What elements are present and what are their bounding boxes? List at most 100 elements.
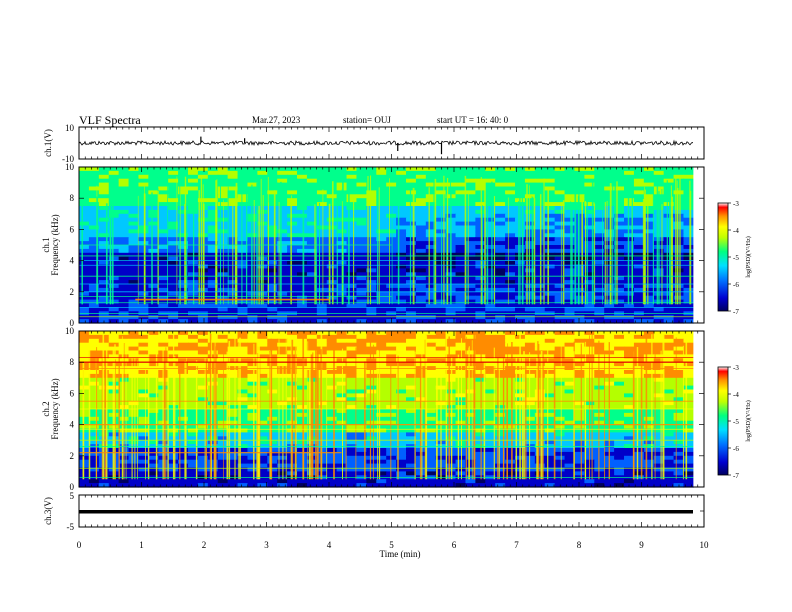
spectrogram-cell [88, 170, 100, 176]
spectrogram-cell [376, 409, 387, 414]
spectrogram-cell [79, 190, 90, 195]
spectrogram-cell [574, 221, 585, 227]
spectrogram-cell [88, 428, 100, 433]
spectrogram-cell [79, 182, 90, 188]
spectrogram-cell [356, 381, 367, 387]
spectrogram-cell [257, 280, 268, 285]
spectrogram-cell [386, 385, 397, 391]
spectrogram-cell [584, 198, 595, 203]
spectrogram-cell [128, 276, 140, 281]
spectrogram-cell [376, 264, 387, 269]
spectrogram-cell [148, 217, 159, 223]
spectrogram-cell [663, 436, 675, 441]
spectrogram-cell [287, 264, 298, 269]
spectrogram-cell [247, 167, 258, 172]
spectrogram-cell [138, 276, 149, 281]
spectrogram-cell [168, 206, 179, 211]
spectrogram-cell [326, 315, 338, 320]
spectrogram-cell [495, 440, 506, 445]
spectrogram-cell [584, 221, 595, 227]
spectrogram-cell [475, 331, 486, 336]
spectrogram-cell [505, 280, 516, 285]
spectrogram-cell [128, 346, 140, 352]
spectrogram-cell [316, 202, 328, 207]
spectrogram-cell [217, 225, 229, 230]
spectrogram-cell [683, 362, 694, 367]
spectrogram-cell [683, 428, 694, 433]
spectrogram-cell [435, 291, 447, 297]
spectrogram-cell [425, 248, 437, 254]
spectrogram-cell [505, 291, 516, 297]
spectrogram-cell [396, 202, 407, 207]
spectrogram-cell [594, 284, 605, 289]
spectrogram-cell [624, 373, 635, 379]
spectrogram-cell [207, 412, 219, 418]
spectrogram-cell [643, 350, 655, 355]
spectrogram-cell [465, 225, 476, 230]
spectrogram-cell [158, 342, 169, 348]
spectrogram-cell [435, 225, 447, 230]
spectrogram-cell [396, 237, 407, 242]
spectrogram-cell [544, 264, 556, 269]
spectrogram-cell [178, 424, 189, 430]
spectrogram-cell [326, 190, 338, 195]
spectrogram-cell [673, 307, 685, 312]
spectrogram-cell [554, 432, 566, 437]
spectrogram-cell [683, 358, 694, 363]
spectrogram-cell [624, 245, 635, 250]
spectrogram-cell [564, 405, 576, 410]
spectrogram-cell [673, 198, 685, 203]
spectrogram-cell [673, 385, 685, 391]
spectrogram-cell [554, 295, 566, 301]
spectrogram-cell [495, 397, 506, 402]
spectrogram-cell [366, 303, 377, 308]
spectrogram-cell [475, 291, 486, 297]
spectrogram-cell [178, 280, 189, 285]
spectrogram-cell [564, 409, 576, 414]
spectrogram-cell [574, 428, 585, 433]
spectrogram-cell [475, 217, 486, 223]
spectrogram-cell [148, 397, 159, 402]
spectrogram-cell [257, 331, 268, 336]
spectrogram-cell [267, 291, 278, 297]
spectrogram-cell [118, 206, 130, 211]
spectrogram-cell [574, 342, 585, 348]
spectrogram-cell [614, 440, 625, 445]
spectrogram-cell [435, 303, 447, 308]
spectrogram-cell [188, 370, 199, 375]
spectrogram-cell [435, 209, 447, 215]
spectrogram-cell [277, 233, 288, 238]
spectrogram-cell [455, 420, 467, 426]
spectrogram-cell [326, 170, 338, 176]
spectrogram-cell [79, 307, 90, 312]
spectrogram-cell [534, 397, 546, 402]
spectrogram-cell [485, 319, 496, 324]
spectrogram-cell [316, 256, 328, 262]
spectrogram-cell [524, 440, 536, 445]
spectrogram-cell [455, 198, 467, 203]
spectrogram-cell [396, 416, 407, 422]
spectrogram-cell [326, 397, 338, 402]
spectrogram-cell [336, 389, 348, 394]
spectrogram-cell [524, 225, 536, 230]
spectrogram-cell [138, 424, 149, 430]
spectrogram-cell [346, 409, 358, 414]
spectrogram-cell [346, 354, 358, 359]
spectrogram-cell [356, 186, 367, 191]
spectrogram-cell [406, 225, 417, 230]
spectrogram-cell [257, 342, 268, 348]
spectrogram-cell [267, 440, 278, 445]
spectrogram-cell [564, 241, 576, 246]
spectrogram-cell [168, 272, 179, 277]
spectrogram-cell [178, 295, 189, 301]
spectrogram-cell [178, 342, 189, 348]
spectrogram-cell [297, 190, 308, 195]
spectrogram-cell [475, 245, 486, 250]
spectrogram-cell [534, 428, 546, 433]
spectrogram-cell [594, 260, 605, 266]
spectrogram-cell [297, 424, 308, 430]
spectrogram-cell [158, 190, 169, 195]
ch1-spectrogram-ytick-label: 4 [70, 256, 75, 266]
figure-title: VLF Spectra [79, 113, 141, 127]
